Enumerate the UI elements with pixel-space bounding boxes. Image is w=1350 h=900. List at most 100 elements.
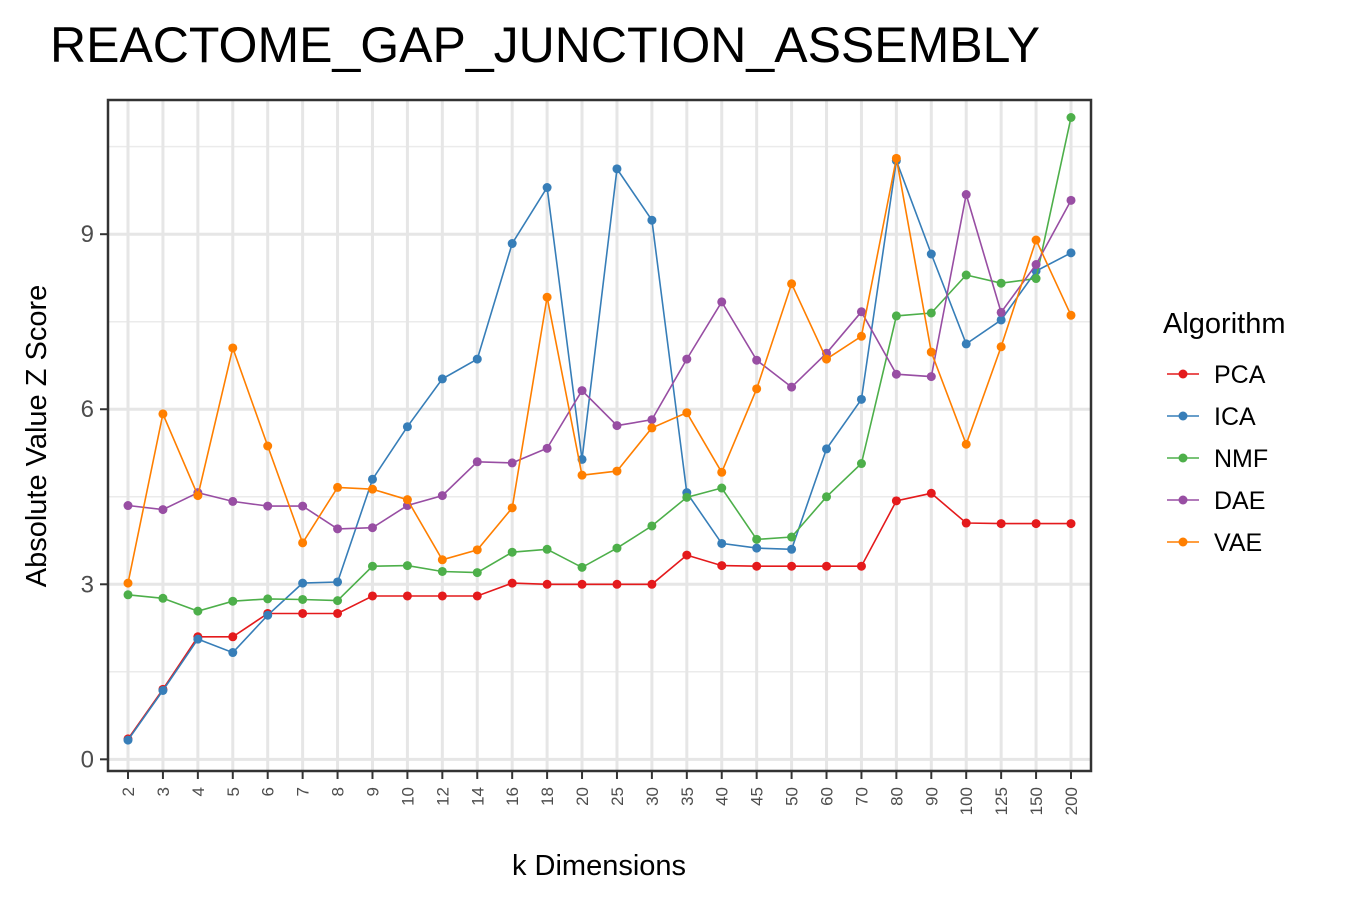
data-point xyxy=(822,444,832,454)
data-point xyxy=(961,518,971,528)
data-point xyxy=(402,561,412,571)
legend-item-vae: VAE xyxy=(1167,529,1262,557)
legend-title: Algorithm xyxy=(1163,308,1286,340)
y-axis: 0 3 6 9 xyxy=(81,221,108,773)
legend-item-dae: DAE xyxy=(1167,487,1265,515)
x-tick-label: 4 xyxy=(189,787,208,796)
data-point xyxy=(437,374,447,384)
data-point xyxy=(822,492,832,502)
data-point xyxy=(612,579,622,589)
data-point xyxy=(228,632,238,642)
data-point xyxy=(123,735,133,745)
data-point xyxy=(228,596,238,606)
data-point xyxy=(682,354,692,364)
data-point xyxy=(333,524,343,534)
data-point xyxy=(926,347,936,357)
data-point xyxy=(437,555,447,565)
data-point xyxy=(612,466,622,476)
legend-key-point xyxy=(1178,495,1188,505)
data-point xyxy=(402,495,412,505)
x-tick-label: 50 xyxy=(783,787,802,806)
data-point xyxy=(717,297,727,307)
data-point xyxy=(437,591,447,601)
x-tick-label: 200 xyxy=(1062,787,1081,815)
data-point xyxy=(437,566,447,576)
data-point xyxy=(263,501,273,511)
data-point xyxy=(822,561,832,571)
data-point xyxy=(158,685,168,695)
data-point xyxy=(856,307,866,317)
legend-label: NMF xyxy=(1214,445,1268,473)
data-point xyxy=(996,307,1006,317)
y-tick-label: 0 xyxy=(81,746,94,773)
y-tick-label: 9 xyxy=(81,221,94,248)
x-tick-label: 30 xyxy=(643,787,662,806)
x-tick-label: 2 xyxy=(119,787,138,796)
data-point xyxy=(1031,235,1041,245)
x-tick-label: 45 xyxy=(748,787,767,806)
data-point xyxy=(228,648,238,658)
data-point xyxy=(123,501,133,511)
legend-label: VAE xyxy=(1214,529,1262,557)
data-point xyxy=(891,311,901,321)
data-point xyxy=(158,505,168,515)
data-point xyxy=(717,538,727,548)
data-point xyxy=(298,578,308,588)
data-point xyxy=(891,153,901,163)
x-tick-label: 12 xyxy=(433,787,452,806)
x-tick-label: 5 xyxy=(224,787,243,796)
data-point xyxy=(996,519,1006,529)
legend-key-point xyxy=(1178,453,1188,463)
data-point xyxy=(787,279,797,289)
grid-lines xyxy=(108,100,1091,771)
data-point xyxy=(472,568,482,578)
data-point xyxy=(717,561,727,571)
legend-label: ICA xyxy=(1214,403,1256,431)
data-point xyxy=(647,215,657,225)
data-point xyxy=(647,521,657,531)
data-point xyxy=(996,315,1006,325)
data-point xyxy=(263,610,273,620)
data-point xyxy=(577,579,587,589)
legend-label: DAE xyxy=(1214,487,1265,515)
x-tick-label: 3 xyxy=(154,787,173,796)
legend-label: PCA xyxy=(1214,361,1266,389)
x-tick-label: 60 xyxy=(818,787,837,806)
data-point xyxy=(333,596,343,606)
data-point xyxy=(787,382,797,392)
data-point xyxy=(367,474,377,484)
data-point xyxy=(647,579,657,589)
x-tick-label: 16 xyxy=(503,787,522,806)
data-point xyxy=(752,543,762,553)
legend-key-point xyxy=(1178,411,1188,421)
data-point xyxy=(158,593,168,603)
data-point xyxy=(961,190,971,200)
data-point xyxy=(263,441,273,451)
x-tick-label: 20 xyxy=(573,787,592,806)
data-point xyxy=(472,545,482,555)
data-point xyxy=(612,164,622,174)
data-point xyxy=(542,292,552,302)
data-point xyxy=(961,439,971,449)
x-tick-label: 9 xyxy=(363,787,382,796)
data-point xyxy=(891,369,901,379)
data-point xyxy=(891,496,901,506)
legend-item-pca: PCA xyxy=(1167,361,1266,389)
data-point xyxy=(507,458,517,468)
data-point xyxy=(402,422,412,432)
data-point xyxy=(787,544,797,554)
data-point xyxy=(193,634,203,644)
x-tick-label: 6 xyxy=(259,787,278,796)
data-point xyxy=(1066,519,1076,529)
data-point xyxy=(682,550,692,560)
data-point xyxy=(263,594,273,604)
data-point xyxy=(961,339,971,349)
data-point xyxy=(996,342,1006,352)
data-point xyxy=(1066,195,1076,205)
data-point xyxy=(193,606,203,616)
data-point xyxy=(437,491,447,501)
x-axis-title: k Dimensions xyxy=(512,850,686,882)
series-line xyxy=(127,158,1072,584)
series-vae xyxy=(123,153,1076,588)
